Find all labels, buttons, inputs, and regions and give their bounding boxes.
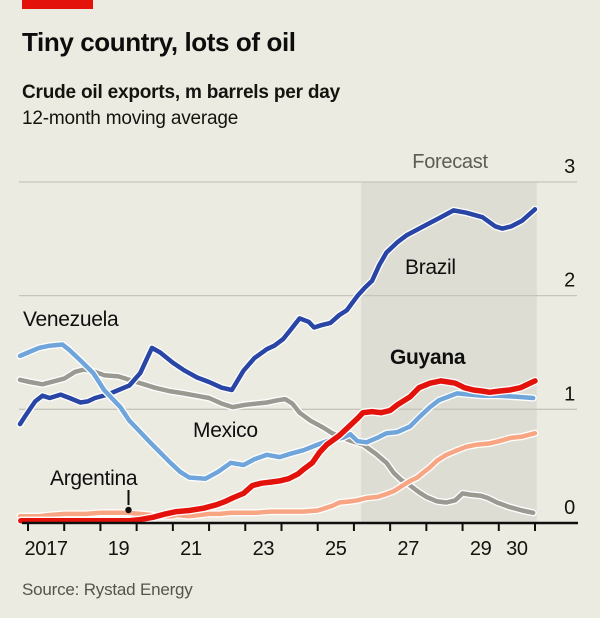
x-axis-label-29: 29 bbox=[470, 538, 492, 560]
y-axis-label-0: 0 bbox=[564, 497, 575, 519]
forecast-label: Forecast bbox=[412, 151, 488, 173]
series-label-mexico: Mexico bbox=[193, 419, 258, 442]
series-line-argentina bbox=[17, 430, 538, 519]
x-axis-label-25: 25 bbox=[325, 538, 347, 560]
pointer-dot-argentina bbox=[125, 506, 132, 514]
series-line-mexico bbox=[17, 367, 536, 516]
x-axis-label-2017: 2017 bbox=[24, 538, 67, 560]
chart-title: Tiny country, lots of oil bbox=[22, 27, 296, 57]
x-axis-label-23: 23 bbox=[253, 538, 275, 560]
x-axis-label-30: 30 bbox=[506, 538, 528, 560]
y-axis-label-1: 1 bbox=[564, 383, 575, 405]
series-label-venezuela: Venezuela bbox=[23, 308, 119, 331]
series-label-argentina: Argentina bbox=[50, 467, 138, 490]
series-line-venezuela bbox=[17, 342, 536, 481]
brand-tab bbox=[22, 0, 93, 9]
series-line-guyana bbox=[18, 378, 538, 524]
source-note: Source: Rystad Energy bbox=[22, 580, 193, 599]
x-axis-label-27: 27 bbox=[397, 538, 419, 560]
series-label-brazil: Brazil bbox=[405, 256, 456, 279]
series-line-brazil bbox=[17, 207, 538, 427]
x-axis-label-21: 21 bbox=[180, 538, 202, 560]
y-axis-label-3: 3 bbox=[564, 156, 575, 178]
chart-subtitle: Crude oil exports, m barrels per day bbox=[22, 82, 341, 103]
chart-subtitle-note: 12-month moving average bbox=[22, 108, 239, 129]
y-axis-label-2: 2 bbox=[564, 270, 575, 292]
x-axis-label-19: 19 bbox=[108, 538, 130, 560]
series-label-guyana: Guyana bbox=[390, 346, 466, 369]
